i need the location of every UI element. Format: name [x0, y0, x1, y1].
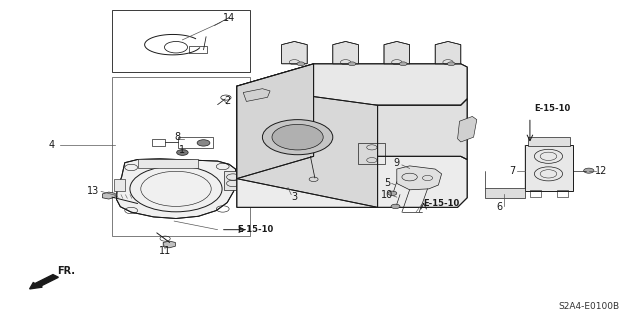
- Polygon shape: [237, 86, 378, 207]
- Bar: [528, 137, 570, 146]
- Text: E-15-10: E-15-10: [237, 225, 273, 234]
- Polygon shape: [237, 64, 467, 105]
- Text: E-15-10: E-15-10: [534, 104, 571, 113]
- Circle shape: [272, 124, 323, 150]
- Polygon shape: [397, 166, 442, 190]
- Bar: [178, 137, 213, 148]
- Text: 2: 2: [224, 96, 230, 107]
- Circle shape: [264, 161, 271, 165]
- Polygon shape: [243, 89, 270, 101]
- Circle shape: [197, 140, 210, 146]
- Circle shape: [177, 150, 188, 155]
- Text: 3: 3: [291, 192, 298, 202]
- Text: 9: 9: [394, 158, 400, 168]
- Bar: [189, 46, 207, 53]
- Polygon shape: [237, 156, 467, 207]
- Circle shape: [399, 62, 407, 66]
- Circle shape: [264, 183, 271, 187]
- Text: 11: 11: [159, 246, 172, 256]
- Bar: [530, 190, 541, 197]
- Text: FR.: FR.: [58, 266, 76, 276]
- Text: 8: 8: [175, 132, 181, 142]
- Circle shape: [305, 183, 313, 187]
- Text: E-15-10: E-15-10: [424, 199, 460, 208]
- Circle shape: [447, 62, 455, 66]
- Polygon shape: [282, 41, 307, 64]
- Polygon shape: [435, 41, 461, 64]
- Polygon shape: [485, 188, 525, 198]
- Circle shape: [297, 62, 305, 66]
- Polygon shape: [237, 64, 314, 179]
- Polygon shape: [378, 99, 467, 160]
- Circle shape: [305, 161, 313, 165]
- Bar: [525, 145, 573, 191]
- Polygon shape: [116, 159, 237, 219]
- Polygon shape: [102, 192, 115, 199]
- Text: 1: 1: [179, 145, 186, 155]
- Text: 14: 14: [223, 12, 236, 23]
- Bar: [358, 143, 385, 164]
- Polygon shape: [333, 41, 358, 64]
- Text: S2A4-E0100B: S2A4-E0100B: [558, 302, 620, 311]
- Circle shape: [584, 168, 594, 173]
- Bar: [152, 139, 165, 146]
- Bar: [557, 190, 568, 197]
- Bar: [112, 10, 250, 72]
- Text: 12: 12: [595, 166, 608, 176]
- Bar: [112, 77, 250, 236]
- Polygon shape: [384, 41, 410, 64]
- Bar: [261, 160, 316, 188]
- Bar: [224, 171, 242, 190]
- Bar: [114, 179, 125, 191]
- Text: 10: 10: [381, 190, 394, 200]
- Circle shape: [391, 204, 400, 209]
- Circle shape: [348, 62, 356, 66]
- Text: 7: 7: [509, 166, 515, 176]
- Polygon shape: [458, 116, 477, 142]
- Text: 6: 6: [496, 202, 502, 212]
- Bar: [138, 159, 198, 168]
- Text: 4: 4: [48, 140, 54, 150]
- Circle shape: [262, 120, 333, 155]
- Text: 13: 13: [86, 186, 99, 197]
- Circle shape: [388, 191, 397, 196]
- FancyArrow shape: [29, 275, 58, 289]
- Text: 5: 5: [384, 178, 390, 189]
- Polygon shape: [163, 241, 175, 248]
